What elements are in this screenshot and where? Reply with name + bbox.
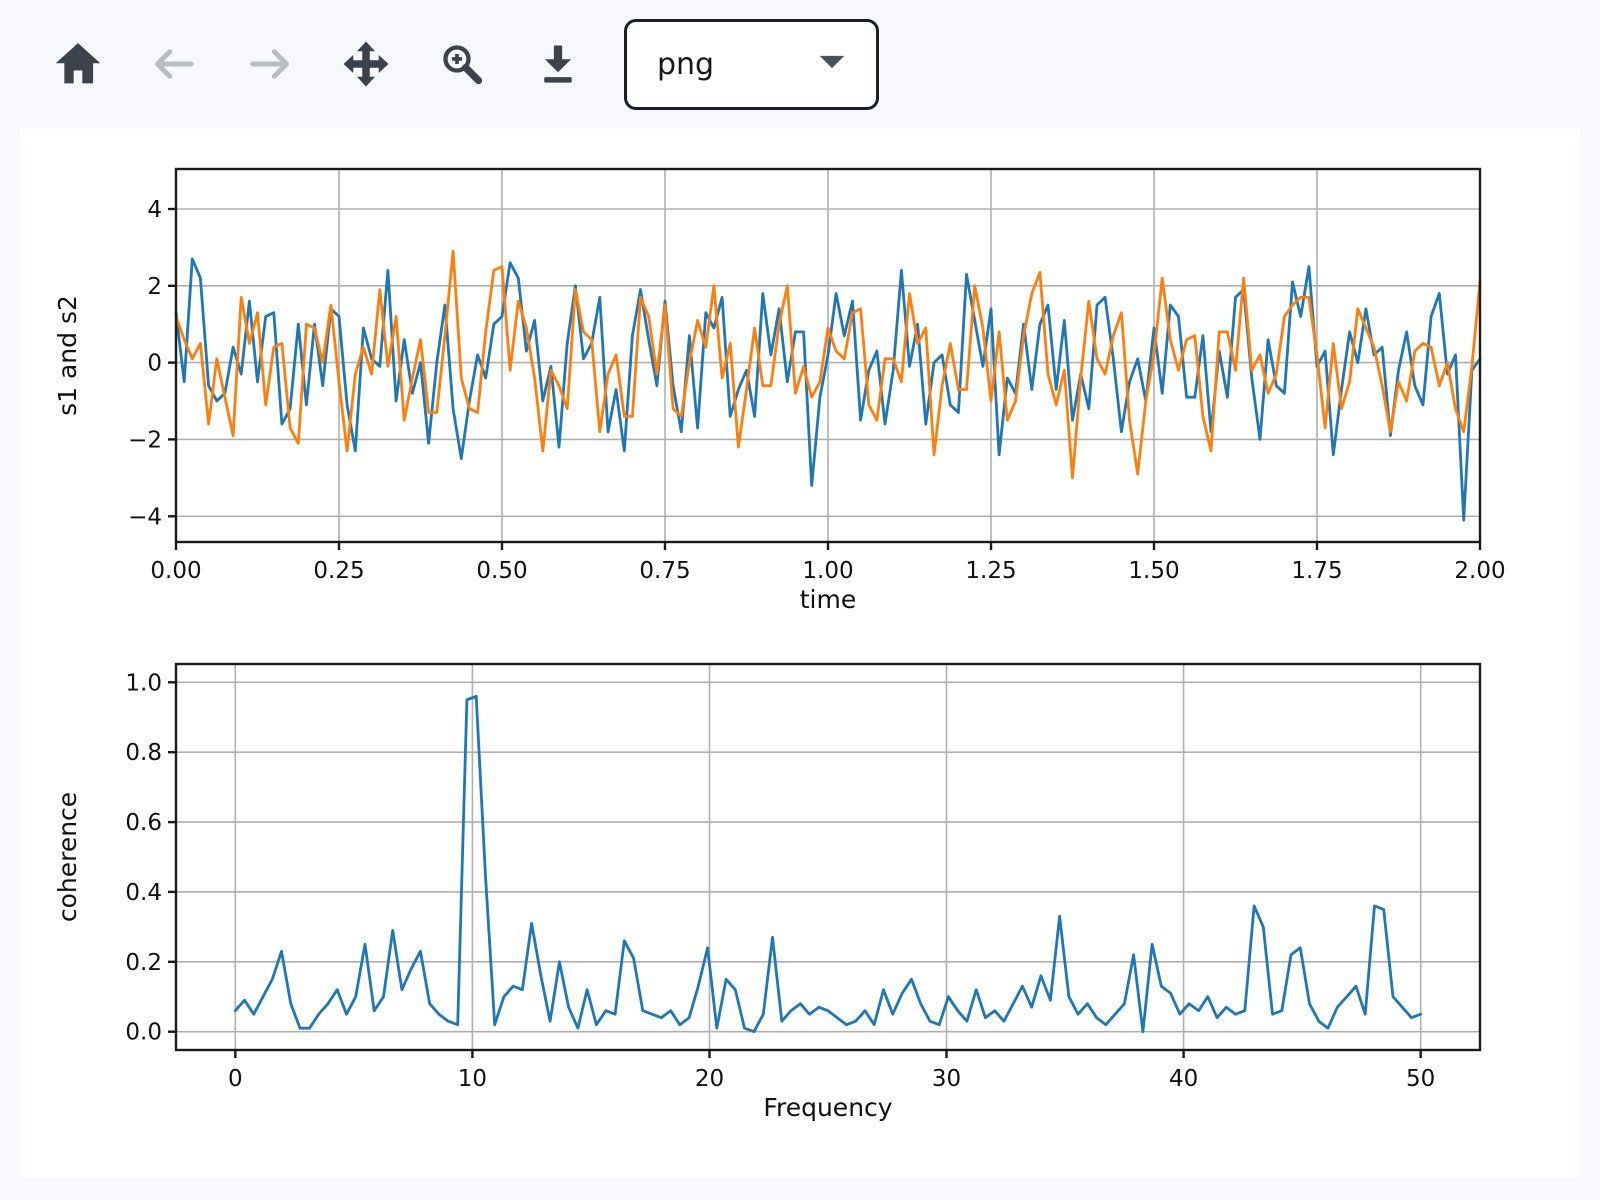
tick-label-x: 1.75 [1291, 558, 1342, 584]
home-button[interactable] [30, 16, 126, 112]
tick-label-x: 0.50 [476, 558, 527, 584]
tick-label-x: 0 [228, 1066, 243, 1092]
xaxis-label-1: Frequency [763, 1093, 892, 1122]
figure-canvas[interactable]: 0.00 0.25 0.50 0.75 1.00 1.25 1.50 1.75 2.00−4−2… [20, 129, 1580, 1178]
tick-label-y: 1.0 [125, 670, 162, 696]
tick-label-x: 30 [932, 1066, 961, 1092]
series-s1 [174, 257, 1482, 522]
series-s2 [174, 249, 1482, 480]
move-icon [343, 41, 389, 87]
tick-label-y: −2 [128, 427, 162, 453]
tick-label-y: 0.0 [125, 1020, 162, 1046]
tick-label-x: 10 [458, 1066, 487, 1092]
tick-label-x: 40 [1169, 1066, 1198, 1092]
forward-button[interactable] [222, 16, 318, 112]
zoom-button[interactable] [414, 16, 510, 112]
arrow-right-icon [250, 49, 290, 79]
yaxis-label-1: coherence [53, 792, 82, 922]
download-button[interactable] [510, 16, 606, 112]
back-button[interactable] [126, 16, 222, 112]
tick-label-x: 1.00 [802, 558, 853, 584]
format-select[interactable]: png [624, 18, 879, 110]
tick-label-x: 0.25 [313, 558, 364, 584]
pan-button[interactable] [318, 16, 414, 112]
series-coherence [233, 694, 1423, 1034]
tick-label-x: 50 [1406, 1066, 1435, 1092]
tick-label-x: 1.25 [965, 558, 1016, 584]
tick-label-y: 0 [147, 351, 162, 377]
tick-label-x: 0.75 [639, 558, 690, 584]
format-select-value: png [657, 46, 715, 82]
tick-label-x: 2.00 [1454, 558, 1505, 584]
download-icon [544, 45, 572, 83]
tick-label-y: 0.6 [125, 810, 162, 836]
home-icon [55, 43, 101, 84]
tick-label-y: 2 [147, 274, 162, 300]
tick-label-x: 1.50 [1128, 558, 1179, 584]
tick-label-y: 4 [147, 197, 162, 223]
tick-label-x: 20 [695, 1066, 724, 1092]
tick-label-y: 0.8 [125, 740, 162, 766]
tick-label-y: −4 [128, 504, 162, 530]
caret-down-icon [818, 54, 846, 74]
arrow-left-icon [154, 49, 194, 79]
plot-toolbar: png [30, 12, 879, 116]
figure-area: 0.00 0.25 0.50 0.75 1.00 1.25 1.50 1.75 2.00 −4 −2… [20, 129, 1580, 1178]
axes-spines [174, 662, 1482, 1052]
tick-label-y: 0.4 [125, 880, 162, 906]
zoom-in-icon [443, 45, 483, 85]
yaxis-label-0: s1 and s2 [53, 295, 82, 416]
tick-label-y: 0.2 [125, 950, 162, 976]
xaxis-label-0: time [800, 585, 856, 614]
tick-label-x: 0.00 [150, 558, 201, 584]
